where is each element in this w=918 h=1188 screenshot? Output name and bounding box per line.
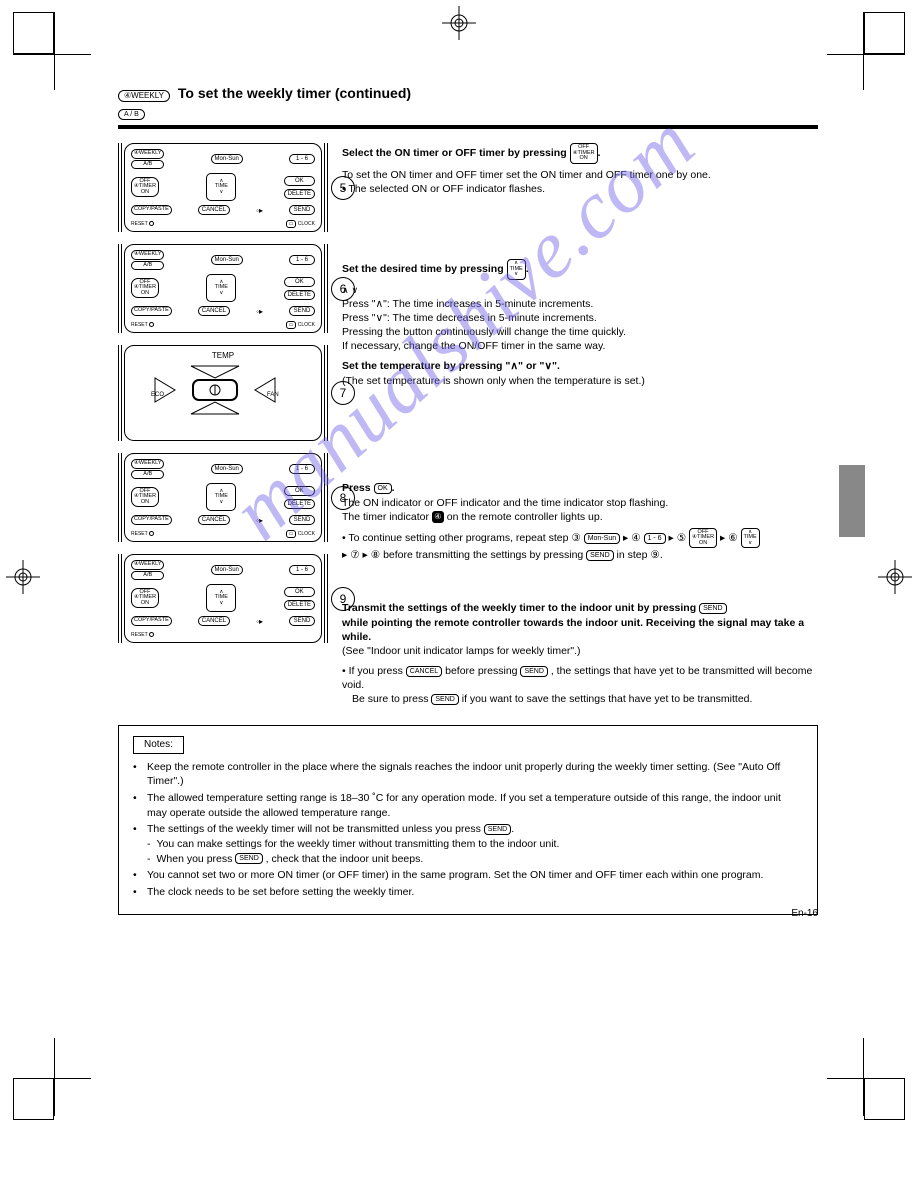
onesix-inline: 1 - 6	[644, 533, 666, 544]
step-number: 6	[331, 277, 355, 301]
clock-label: ▭ CLOCK	[286, 221, 315, 227]
time-updown-btn: ∧TIME∨	[206, 173, 236, 201]
arrow-icon: ◦▸	[256, 206, 263, 215]
note-subitem: - When you press SEND , check that the i…	[133, 852, 803, 867]
cropmark	[13, 54, 91, 55]
page-side-tab	[839, 465, 865, 537]
registration-mark	[442, 6, 476, 40]
ok-inline: OK	[374, 483, 392, 494]
remote-figure: 9 ④WEEKLY A/B Mon-Sun 1 - 6 OFF④TIMERON	[118, 554, 328, 643]
send-inline: SEND	[235, 853, 262, 864]
arrow-icon: ▸	[669, 532, 674, 544]
cropmark	[54, 1038, 55, 1116]
send-inline: SEND	[699, 603, 726, 614]
onesix-btn: 1 - 6	[289, 154, 315, 164]
remote-figure: 6 ④WEEKLY A/B Mon-Sun 1 - 6 OFF④TIMERON	[118, 244, 328, 333]
note-item: •The allowed temperature setting range i…	[133, 791, 803, 820]
send-inline: SEND	[431, 694, 458, 705]
step-8-text: Press OK. The ON indicator or OFF indica…	[342, 481, 818, 591]
send-inline: SEND	[586, 550, 613, 561]
registration-mark	[878, 560, 912, 594]
cropbox	[864, 1078, 905, 1120]
ok-btn: OK	[284, 176, 315, 186]
note-item: • The settings of the weekly timer will …	[133, 822, 803, 837]
note-item: •Keep the remote controller in the place…	[133, 760, 803, 789]
ab-tag: A / B	[118, 109, 145, 120]
step-number: 8	[331, 486, 355, 510]
monsun-inline: Mon-Sun	[584, 533, 620, 544]
svg-text:FAN: FAN	[267, 392, 279, 398]
cancel-inline: CANCEL	[406, 666, 442, 677]
remote-labels: ④WEEKLY A/B	[131, 149, 164, 169]
page-content: ④WEEKLY A / B To set the weekly timer (c…	[118, 85, 818, 915]
arrow-icon: ▸	[342, 549, 347, 561]
step-7-text: Set the temperature by pressing "∧" or "…	[342, 359, 818, 441]
cropbox	[13, 1078, 54, 1120]
clock-icon: ④	[432, 511, 444, 523]
step-number: 7	[331, 381, 355, 405]
svg-text:ECO: ECO	[151, 392, 164, 398]
page-number: En-16	[791, 908, 818, 919]
note-subitem: -You can make settings for the weekly ti…	[133, 837, 803, 852]
delete-btn: DELETE	[284, 189, 315, 199]
remote-figure: 5 ④WEEKLY A/B Mon-Sun 1 - 6 O	[118, 143, 328, 232]
cancel-btn: CANCEL	[198, 205, 230, 215]
note-item: •You cannot set two or more ON timer (or…	[133, 868, 803, 883]
remote-illustrations: 5 ④WEEKLY A/B Mon-Sun 1 - 6 O	[118, 143, 328, 655]
notes-label: Notes:	[133, 736, 184, 754]
registration-mark	[6, 560, 40, 594]
ab-btn: A/B	[131, 160, 164, 170]
heading-title: To set the weekly timer (continued)	[178, 85, 818, 101]
remote-figure: 7 TEMP ECO FAN	[118, 345, 328, 441]
step-number: 5	[331, 176, 355, 200]
cropbox	[13, 12, 54, 54]
cropbox	[864, 12, 905, 54]
copypaste-btn: COPY/PASTE	[131, 205, 172, 215]
send-btn: SEND	[289, 205, 315, 215]
reset-label: RESET	[131, 221, 154, 227]
instructions-column: Select the ON timer or OFF timer by pres…	[342, 143, 818, 707]
step-5-text: Select the ON timer or OFF timer by pres…	[342, 143, 818, 231]
heading-tags: ④WEEKLY A / B	[118, 85, 170, 121]
temp-label: TEMP	[131, 351, 315, 360]
weekly-btn: ④WEEKLY	[131, 149, 164, 159]
monsun-btn: Mon-Sun	[211, 154, 243, 164]
temp-dpad-figure: ECO FAN	[131, 362, 315, 418]
arrow-icon: ▸	[720, 532, 725, 544]
arrow-icon: ▸	[363, 549, 368, 561]
cropmark	[827, 54, 905, 55]
off-timer-on-inline: OFF④TIMERON	[570, 143, 598, 164]
off-timer-on-btn: OFF④TIMERON	[131, 177, 159, 198]
send-inline: SEND	[520, 666, 547, 677]
step-6-text: Set the desired time by pressing ∧TIME∨ …	[342, 259, 818, 353]
weekly-tag: ④WEEKLY	[118, 90, 170, 102]
step-9-text: Transmit the settings of the weekly time…	[342, 601, 818, 706]
ok-delete-col: OK DELETE	[284, 176, 315, 199]
arrow-icon: ▸	[623, 532, 628, 544]
section-heading: ④WEEKLY A / B To set the weekly timer (c…	[118, 85, 818, 121]
time-updown-inline: ∧TIME∨	[507, 259, 526, 280]
heading-rule	[118, 125, 818, 129]
note-item: •The clock needs to be set before settin…	[133, 885, 803, 900]
step-number: 9	[331, 587, 355, 611]
cropmark	[54, 12, 55, 90]
notes-box: Notes: •Keep the remote controller in th…	[118, 725, 818, 915]
send-inline: SEND	[484, 824, 511, 835]
remote-figure: 8 ④WEEKLY A/B Mon-Sun 1 - 6 OFF④TIMERON	[118, 453, 328, 542]
